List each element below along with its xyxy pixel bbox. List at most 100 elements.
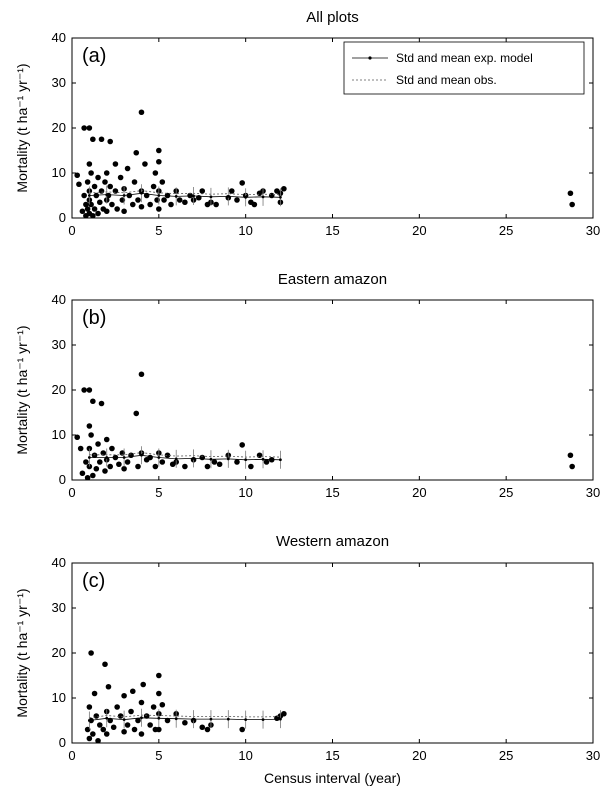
- chart-title: All plots: [306, 9, 359, 26]
- obs-point: [121, 692, 127, 699]
- y-tick-label: 20: [52, 382, 66, 397]
- obs-point: [135, 717, 141, 724]
- chart-title: Eastern amazon: [278, 271, 387, 288]
- panel-1: All plots 0 5 10 15 20 25 30 0 10 20 30 40 Mortality …: [14, 9, 600, 238]
- y-tick-label: 40: [52, 292, 66, 307]
- y-tick-label: 30: [52, 337, 66, 352]
- obs-point: [199, 724, 206, 731]
- obs-point: [143, 713, 150, 719]
- y-axis-label: Mortality (t ha⁻¹ yr⁻¹): [14, 63, 30, 192]
- model-mean-point: [174, 195, 178, 198]
- obs-point: [147, 722, 153, 728]
- obs-point: [86, 387, 93, 393]
- obs-point: [156, 672, 162, 679]
- obs-point: [138, 371, 145, 378]
- obs-point: [138, 109, 145, 116]
- obs-point: [159, 459, 166, 465]
- obs-point: [86, 704, 93, 710]
- legend-marker-model: [368, 56, 372, 60]
- x-tick-label: 5: [155, 485, 162, 500]
- plot-frame: [71, 299, 594, 481]
- model-mean-point: [261, 457, 265, 461]
- y-tick-label: 30: [52, 75, 66, 90]
- model-mean-point: [174, 457, 178, 461]
- obs-point: [182, 719, 188, 726]
- obs-point: [156, 726, 162, 733]
- obs-point: [81, 192, 87, 199]
- model-mean-point: [157, 194, 161, 197]
- obs-point: [91, 452, 98, 459]
- obs-point: [91, 183, 98, 190]
- obs-point: [74, 172, 81, 179]
- obs-point: [159, 179, 166, 185]
- x-tick-label: 30: [586, 485, 600, 500]
- model-mean-point: [140, 191, 143, 195]
- obs-point: [176, 197, 183, 203]
- x-tick-label: 10: [238, 223, 252, 238]
- obs-point: [86, 735, 93, 742]
- x-tick-label: 25: [499, 223, 513, 238]
- obs-point: [182, 199, 188, 206]
- obs-point: [234, 459, 240, 465]
- obs-point: [133, 149, 140, 156]
- y-tick-label: 40: [52, 30, 66, 45]
- obs-point: [77, 445, 84, 452]
- obs-point: [126, 192, 133, 199]
- obs-point: [152, 170, 159, 176]
- model-mean-point: [87, 456, 91, 459]
- plot-frame: [71, 562, 594, 744]
- obs-point: [159, 701, 166, 708]
- model-mean-point: [105, 716, 109, 720]
- model-mean-point: [261, 195, 265, 199]
- panel-label: (b): [82, 307, 106, 329]
- obs-point: [569, 201, 575, 208]
- obs-point: [135, 197, 141, 203]
- obs-point: [96, 722, 103, 728]
- obs-point: [90, 136, 96, 143]
- y-tick-label: 0: [59, 472, 66, 487]
- x-tick-label: 0: [68, 748, 75, 763]
- obs-point: [281, 710, 287, 717]
- obs-point: [567, 190, 574, 197]
- obs-point: [112, 188, 119, 194]
- obs-point: [107, 183, 114, 190]
- obs-point: [102, 468, 108, 474]
- model-mean-point: [105, 456, 109, 459]
- legend-label-obs: Std and mean obs.: [396, 73, 497, 87]
- obs-point: [142, 161, 148, 167]
- model-mean-point: [244, 458, 248, 462]
- model-mean-point: [279, 195, 282, 199]
- obs-point: [164, 717, 171, 724]
- model-mean-point: [174, 717, 178, 721]
- obs-point: [90, 472, 96, 479]
- y-axis-label: Mortality (t ha⁻¹ yr⁻¹): [14, 325, 30, 454]
- obs-point: [96, 199, 103, 206]
- obs-point: [86, 125, 93, 131]
- obs-point: [121, 728, 127, 735]
- panel-label: (c): [82, 570, 105, 592]
- obs-point: [199, 454, 206, 461]
- x-tick-label: 15: [325, 748, 339, 763]
- obs-point: [79, 208, 86, 215]
- legend-box: [343, 41, 585, 95]
- obs-point: [213, 201, 219, 208]
- obs-point: [156, 206, 162, 212]
- obs-point: [107, 717, 114, 724]
- obs-point: [239, 726, 245, 733]
- obs-point: [164, 192, 171, 199]
- model-mean-point: [157, 456, 161, 459]
- obs-point: [569, 463, 575, 470]
- legend: Std and mean exp. model Std and mean obs.: [343, 41, 585, 95]
- obs-point: [81, 125, 87, 131]
- obs-point: [147, 454, 153, 461]
- x-tick-label: 0: [68, 223, 75, 238]
- obs-point: [114, 704, 120, 710]
- obs-point: [114, 206, 120, 212]
- obs-point: [281, 185, 287, 192]
- obs-point: [84, 206, 91, 212]
- obs-point: [95, 441, 101, 447]
- x-tick-label: 15: [325, 223, 339, 238]
- obs-point: [131, 726, 138, 733]
- model-mean-point: [192, 194, 195, 198]
- obs-point: [204, 726, 211, 733]
